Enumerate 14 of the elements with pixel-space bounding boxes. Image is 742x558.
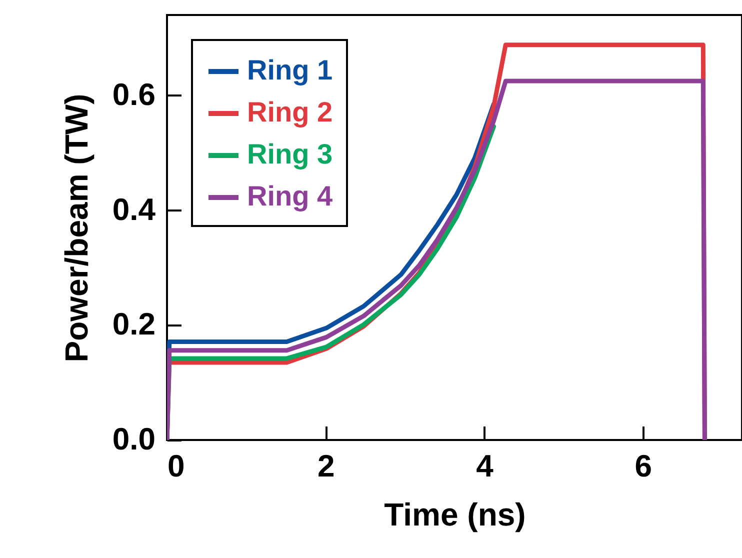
y-tick-label: 0.2 xyxy=(112,306,156,342)
x-tick-label: 0 xyxy=(168,448,185,484)
y-tick-label: 0.0 xyxy=(112,422,156,456)
x-tick-label: 2 xyxy=(317,448,335,484)
y-tick-label: 0.6 xyxy=(112,76,156,112)
legend-label: Ring 2 xyxy=(247,96,333,128)
legend-label: Ring 4 xyxy=(247,180,333,212)
legend-label: Ring 3 xyxy=(247,138,333,170)
legend-label: Ring 1 xyxy=(247,54,333,86)
x-tick-label: 6 xyxy=(634,448,652,484)
x-axis-title: Time (ns) xyxy=(384,496,526,532)
x-tick-label: 4 xyxy=(476,448,494,484)
y-axis-title: Power/beam (TW) xyxy=(58,94,94,362)
y-tick-label: 0.4 xyxy=(112,192,156,227)
